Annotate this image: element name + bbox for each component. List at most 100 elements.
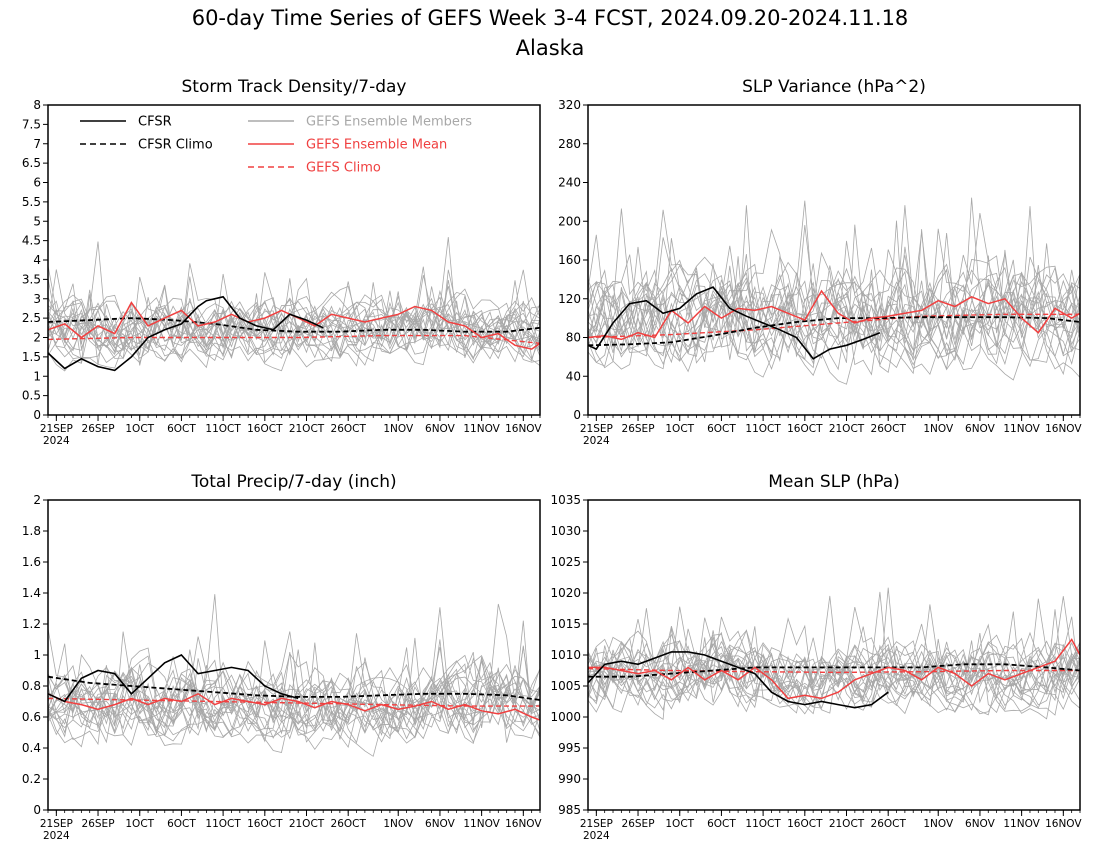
- member-line: [588, 607, 1080, 709]
- member-line: [588, 249, 1080, 376]
- y-tick-label: 0.6: [22, 710, 41, 724]
- x-tick-label: 16NOV: [505, 423, 542, 435]
- series-cfsr-climo: [588, 663, 1080, 678]
- y-tick-label: 0: [573, 408, 581, 422]
- y-tick-label: 120: [558, 292, 581, 306]
- member-line: [588, 598, 1080, 707]
- series-cfsr: [588, 286, 881, 360]
- y-tick-label: 1005: [550, 679, 581, 693]
- x-tick-label: 6NOV: [425, 423, 456, 435]
- x-tick-label: 26OCT: [871, 423, 907, 435]
- x-tick-label: 11OCT: [205, 818, 241, 830]
- series-gefs-climo: [48, 334, 540, 344]
- x-tick-label: 26SEP: [622, 423, 655, 435]
- x-tick-label: 6OCT: [167, 423, 196, 435]
- series-ens-mean: [588, 638, 1080, 700]
- panels: Storm Track Density/7-day 0 0.5 1 1.5 2 2.5 3 3.…: [22, 77, 1082, 842]
- x-tick-label: 1OCT: [125, 818, 154, 830]
- member-line: [588, 232, 1080, 378]
- y-tick-label: 3: [33, 292, 41, 306]
- x-tick-label: 11NOV: [463, 818, 500, 830]
- member-line: [48, 631, 540, 740]
- legend-label-cfsr: CFSR: [138, 115, 172, 130]
- member-line: [588, 630, 1080, 709]
- x-year-label: 2024: [43, 830, 70, 842]
- member-line: [48, 278, 540, 364]
- series-cfsr-climo: [588, 316, 1080, 347]
- panel-title: SLP Variance (hPa^2): [742, 77, 926, 97]
- member-line: [588, 200, 1080, 375]
- x-tick-label: 26SEP: [82, 423, 115, 435]
- y-tick-label: 1.5: [22, 350, 41, 364]
- x-tick-label: 21OCT: [289, 423, 325, 435]
- y-tick-label: 2.5: [22, 311, 41, 325]
- series-gefs-climo: [588, 667, 1080, 674]
- y-tick-label: 985: [558, 803, 581, 817]
- y-tick-label: 1.6: [22, 555, 41, 569]
- member-line: [588, 636, 1080, 702]
- x-tick-label: 16OCT: [247, 423, 283, 435]
- member-line: [48, 633, 540, 740]
- panel-3: Total Precip/7-day (inch)00.20.40.60.811…: [22, 472, 542, 842]
- member-line: [48, 643, 540, 740]
- member-line: [48, 628, 540, 744]
- y-tick-label: 1025: [550, 555, 581, 569]
- x-tick-label: 16NOV: [1045, 423, 1082, 435]
- figure-subtitle: Alaska: [516, 36, 585, 60]
- x-tick-label: 26OCT: [331, 423, 367, 435]
- x-tick-label: 6OCT: [707, 423, 736, 435]
- x-tick-label: 1NOV: [923, 423, 954, 435]
- member-line: [588, 205, 1080, 370]
- x-tick-label: 1NOV: [383, 423, 414, 435]
- y-tick-label: 1.2: [22, 617, 41, 631]
- y-tick-label: 1020: [550, 586, 581, 600]
- series-cfsr-climo: [48, 675, 540, 701]
- x-tick-label: 16OCT: [247, 818, 283, 830]
- legend: CFSR CFSR Climo GEFS Ensemble Members GEFS …: [80, 115, 472, 176]
- x-tick-label: 6NOV: [965, 423, 996, 435]
- legend-label-gefs-climo: GEFS Climo: [306, 161, 381, 176]
- member-line: [48, 642, 540, 746]
- x-tick-label: 11NOV: [1003, 818, 1040, 830]
- ensemble-members: [588, 587, 1080, 721]
- y-tick-label: 0.4: [22, 741, 41, 755]
- x-tick-label: 26SEP: [82, 818, 115, 830]
- y-tick-label: 1030: [550, 524, 581, 538]
- x-tick-label: 26SEP: [622, 818, 655, 830]
- x-tick-label: 6OCT: [707, 818, 736, 830]
- x-tick-label: 21OCT: [829, 818, 865, 830]
- series-cfsr: [588, 651, 889, 709]
- panel-1: Storm Track Density/7-day 0 0.5 1 1.5 2 2.5 3 3.…: [22, 77, 542, 447]
- y-tick-label: 1035: [550, 493, 581, 507]
- y-tick-label: 160: [558, 253, 581, 267]
- member-line: [588, 616, 1080, 721]
- figure-title: 60-day Time Series of GEFS Week 3-4 FCST…: [192, 6, 909, 30]
- y-tick-label: 0: [33, 803, 41, 817]
- x-tick-label: 21SEP: [40, 818, 73, 830]
- y-tick-label: 0: [33, 408, 41, 422]
- x-tick-label: 6NOV: [425, 818, 456, 830]
- x-tick-label: 1NOV: [383, 818, 414, 830]
- x-tick-label: 21SEP: [580, 423, 613, 435]
- plot-frame: [47, 499, 541, 811]
- x-tick-label: 11OCT: [745, 423, 781, 435]
- member-line: [48, 675, 540, 738]
- member-line: [48, 284, 540, 361]
- member-line: [588, 595, 1080, 714]
- y-tick-label: 4.5: [22, 234, 41, 248]
- x-tick-label: 1OCT: [665, 818, 694, 830]
- series-gefs-climo: [48, 697, 540, 707]
- x-tick-label: 1NOV: [923, 818, 954, 830]
- member-line: [48, 276, 540, 360]
- member-line: [48, 646, 540, 749]
- member-line: [48, 647, 540, 745]
- x-tick-label: 1OCT: [665, 423, 694, 435]
- member-line: [588, 220, 1080, 373]
- x-tick-label: 21SEP: [580, 818, 613, 830]
- y-tick-label: 5.5: [22, 195, 41, 209]
- x-tick-label: 26OCT: [331, 818, 367, 830]
- member-line: [48, 645, 540, 744]
- member-line: [588, 606, 1080, 720]
- member-line: [588, 232, 1080, 374]
